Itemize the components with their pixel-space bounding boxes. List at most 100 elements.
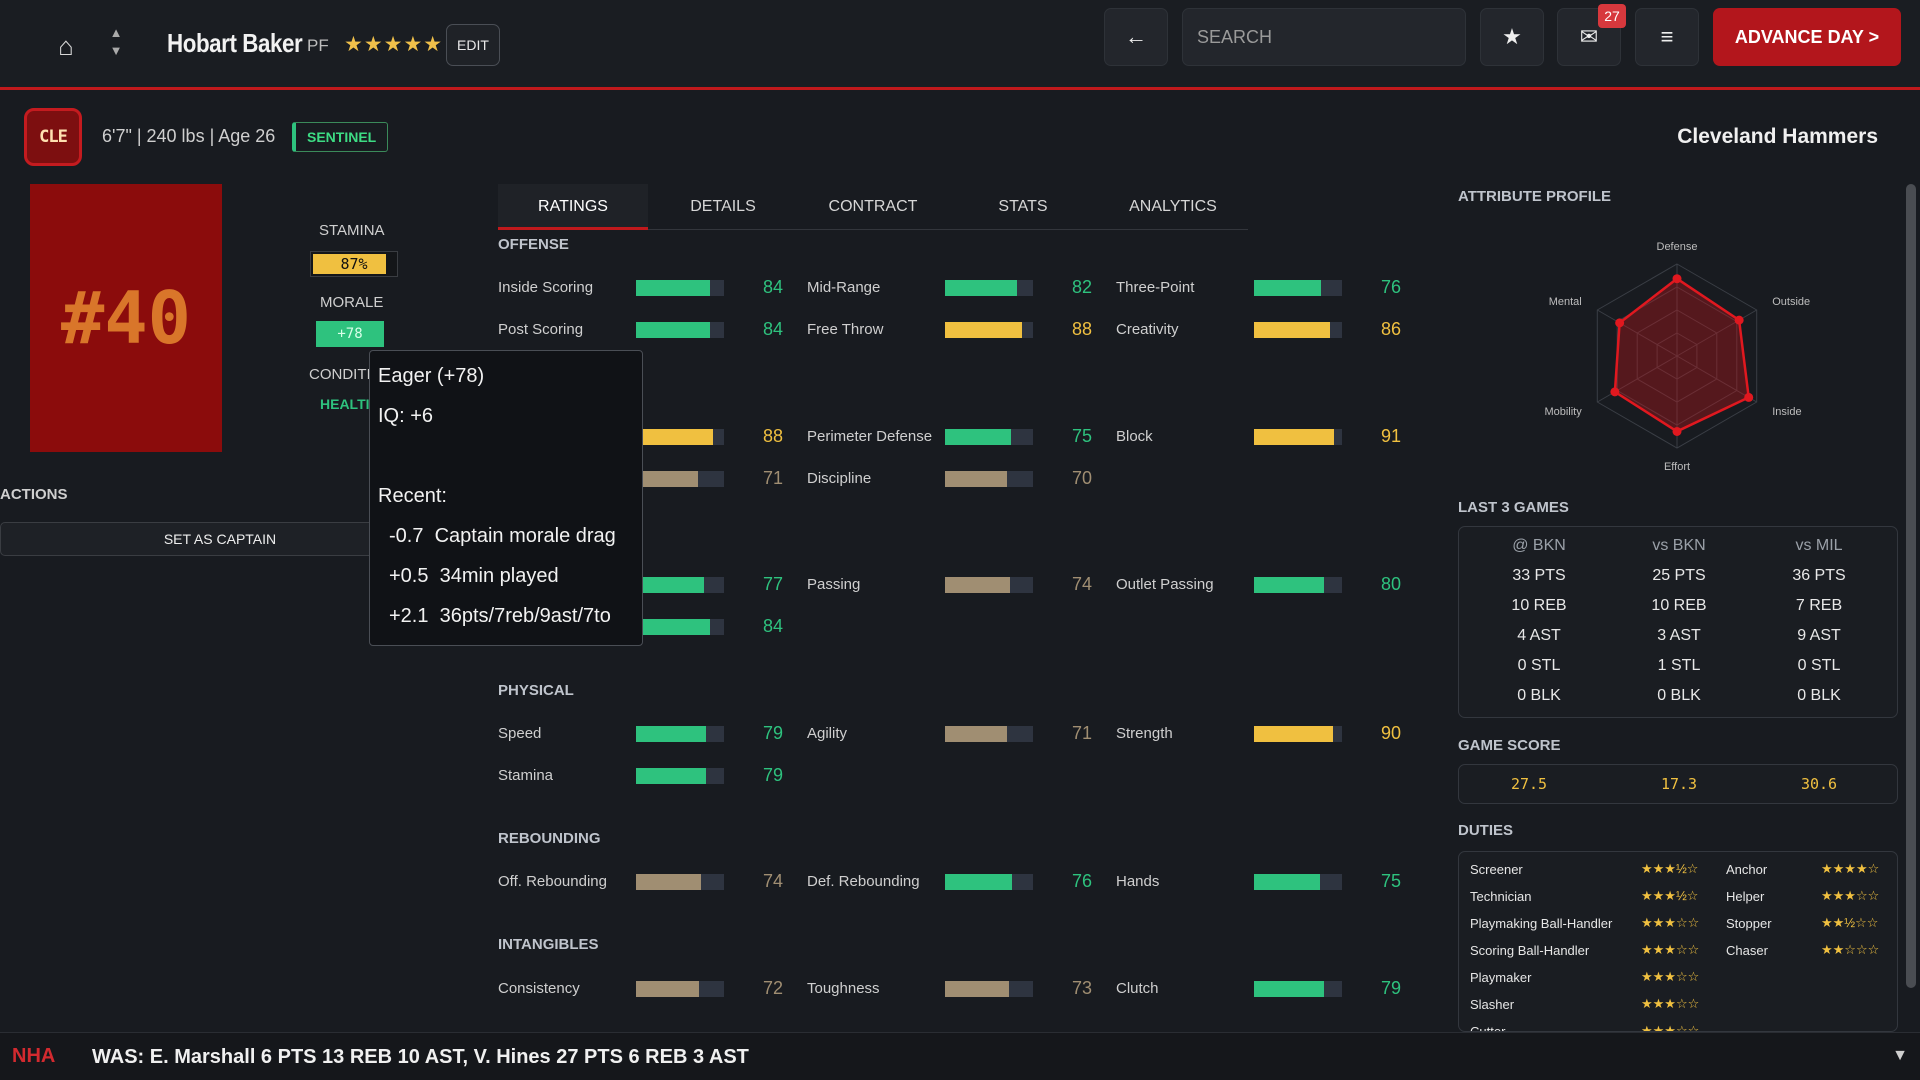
duty-name: Stopper xyxy=(1726,916,1772,931)
rating-label: Post Scoring xyxy=(498,321,584,338)
morale-label: MORALE xyxy=(320,294,384,311)
radar-axis-label: Mobility xyxy=(1544,406,1582,418)
stamina-label: STAMINA xyxy=(319,222,385,239)
rating-value: 73 xyxy=(1071,978,1092,998)
arrow-up-icon[interactable]: ▲ xyxy=(109,25,123,40)
rating-value: 75 xyxy=(1380,871,1401,891)
player-bio: 6'7" | 240 lbs | Age 26 xyxy=(102,126,276,146)
radar-axis xyxy=(1597,309,1678,357)
game-stat: 9 AST xyxy=(1797,627,1841,644)
player-tabs: RATINGS DETAILS CONTRACT STATS ANALYTICS xyxy=(498,184,1248,230)
tab-details[interactable]: DETAILS xyxy=(690,198,756,215)
rating-label: Mid-Range xyxy=(807,279,881,296)
tooltip-recent-label: Recent: xyxy=(378,485,447,507)
rating-bar-fill xyxy=(1254,726,1334,742)
tab-analytics[interactable]: ANALYTICS xyxy=(1129,198,1217,215)
stamina-meter: 87% xyxy=(310,251,398,277)
rating-value: 76 xyxy=(1380,277,1401,297)
rating-value: 84 xyxy=(762,277,783,297)
rating-value: 76 xyxy=(1071,871,1092,891)
edit-button[interactable]: EDIT xyxy=(446,24,500,66)
section-physical: PHYSICAL xyxy=(498,682,574,699)
rating-label: Hands xyxy=(1116,873,1160,890)
radar-point xyxy=(1672,274,1682,284)
game-stat: 25 PTS xyxy=(1652,567,1706,584)
news-ticker: NHA WAS: E. Marshall 6 PTS 13 REB 10 AST… xyxy=(0,1032,1920,1080)
morale-value[interactable]: +78 xyxy=(316,321,384,347)
game-opponent[interactable]: vs MIL xyxy=(1795,537,1843,554)
tab-ratings[interactable]: RATINGS xyxy=(498,184,648,230)
rating-bar xyxy=(945,280,1033,296)
rating-label: Consistency xyxy=(498,980,580,997)
team-name[interactable]: Cleveland Hammers xyxy=(1677,125,1878,148)
duty-name: Slasher xyxy=(1470,997,1515,1012)
player-position: PF xyxy=(307,36,329,55)
arrow-down-icon[interactable]: ▼ xyxy=(109,43,123,58)
ticker-expand-icon[interactable]: ▼ xyxy=(1892,1047,1908,1064)
game-opponent[interactable]: @ BKN xyxy=(1512,537,1566,554)
player-nav-arrows[interactable]: ▲ ▼ xyxy=(108,24,124,60)
role-badge: SENTINEL xyxy=(292,122,389,152)
page-scrollbar[interactable] xyxy=(1906,184,1916,988)
rating-value: 71 xyxy=(762,468,783,488)
rating-label: Stamina xyxy=(498,767,554,784)
radar-shape xyxy=(1613,277,1751,433)
duty-name: Chaser xyxy=(1726,943,1768,958)
home-icon[interactable]: ⌂ xyxy=(58,31,74,61)
game-stat: 0 STL xyxy=(1517,657,1561,674)
rating-label: Inside Scoring xyxy=(498,279,594,296)
menu-icon[interactable]: ≡ xyxy=(1635,8,1699,66)
rating-label: Toughness xyxy=(807,980,880,997)
rating-label: Strength xyxy=(1116,725,1173,742)
recent-text: Captain morale drag xyxy=(434,525,616,547)
search-input[interactable]: SEARCH xyxy=(1182,8,1466,66)
rating-label: Discipline xyxy=(807,470,872,487)
rating-value: 82 xyxy=(1071,277,1092,297)
duty-stars: ★★★☆☆ xyxy=(1641,1023,1700,1032)
stamina-value: 87% xyxy=(340,255,368,273)
rating-bar-fill xyxy=(636,619,710,635)
player-star-rating: ★★★★★ xyxy=(344,33,444,56)
advance-day-button[interactable]: ADVANCE DAY > xyxy=(1713,8,1901,66)
rating-bar-fill xyxy=(636,429,714,445)
rating-bar-fill xyxy=(945,874,1012,890)
radar-axis xyxy=(1676,309,1757,357)
back-button[interactable]: ← xyxy=(1104,8,1168,66)
rating-bar xyxy=(636,874,724,890)
rating-value: 70 xyxy=(1071,468,1092,488)
rating-label: Creativity xyxy=(1116,321,1179,338)
duty-name: Anchor xyxy=(1726,862,1768,877)
stamina-fill xyxy=(313,254,387,274)
rating-label: Agility xyxy=(807,725,848,742)
recent-delta: +2.1 xyxy=(389,605,429,627)
rating-value: 71 xyxy=(1071,723,1092,743)
rating-bar-fill xyxy=(945,981,1010,997)
game-opponent[interactable]: vs BKN xyxy=(1652,537,1706,554)
morale-tooltip: Eager (+78) IQ: +6 Recent: -0.7 Captain … xyxy=(369,350,643,646)
favorite-star-icon[interactable]: ★ xyxy=(1480,8,1544,66)
radar-point xyxy=(1744,392,1754,402)
radar-axis xyxy=(1597,355,1678,403)
tooltip-recent-item: +2.1 36pts/7reb/9ast/7to xyxy=(389,605,611,628)
rating-label: Clutch xyxy=(1116,980,1159,997)
rating-label: Off. Rebounding xyxy=(498,873,607,890)
rating-bar xyxy=(636,726,724,742)
tab-contract[interactable]: CONTRACT xyxy=(828,198,918,215)
rating-bar xyxy=(945,981,1033,997)
rating-bar-fill xyxy=(945,726,1008,742)
game-stat: 4 AST xyxy=(1517,627,1561,644)
rating-bar xyxy=(945,874,1033,890)
team-logo-badge[interactable]: CLE xyxy=(24,108,82,166)
game-score-value: 30.6 xyxy=(1800,775,1838,793)
rating-bar xyxy=(945,471,1033,487)
duty-name: Cutter xyxy=(1470,1024,1506,1032)
game-stat: 3 AST xyxy=(1657,627,1701,644)
tab-stats[interactable]: STATS xyxy=(998,198,1048,215)
rating-value: 90 xyxy=(1380,723,1401,743)
rating-value: 74 xyxy=(1071,574,1092,594)
rating-label: Speed xyxy=(498,725,542,742)
rating-bar xyxy=(636,577,724,593)
jersey-number: #40 xyxy=(30,184,222,452)
league-label: NHA xyxy=(12,1045,56,1067)
radar-axis xyxy=(1676,355,1757,403)
